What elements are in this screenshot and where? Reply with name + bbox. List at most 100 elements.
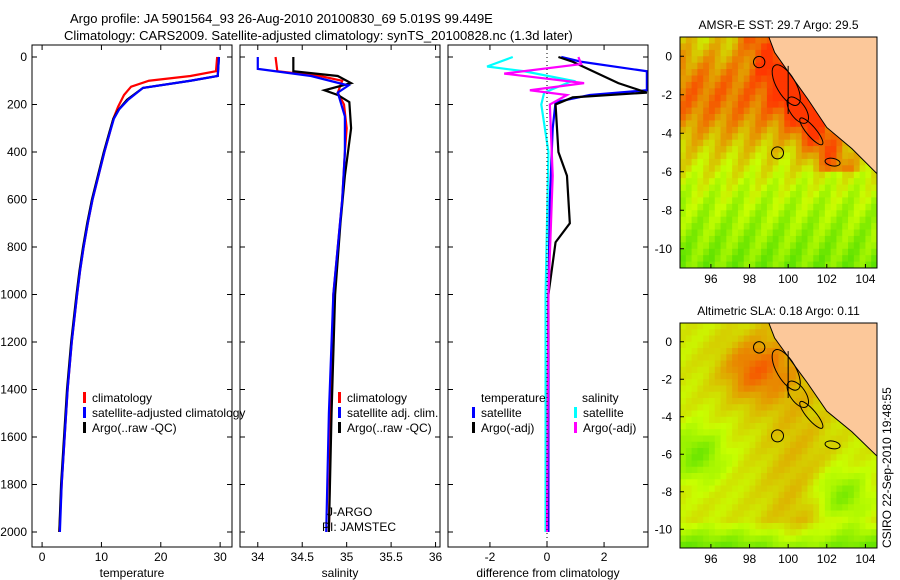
map-cell xyxy=(749,210,756,218)
map-cell xyxy=(778,203,785,211)
map-cell xyxy=(703,133,710,141)
map-cell xyxy=(737,535,745,543)
map-cell xyxy=(697,210,704,218)
map-cell xyxy=(743,152,751,160)
map-cell xyxy=(790,139,797,147)
map-cell xyxy=(766,133,774,141)
map-cell xyxy=(732,329,739,336)
map-cell xyxy=(680,323,687,330)
map-cell xyxy=(680,485,687,493)
map-cell xyxy=(720,223,727,230)
map-cell xyxy=(853,535,861,543)
map-cell xyxy=(830,485,837,493)
map-cell xyxy=(836,491,843,499)
map-cell xyxy=(772,152,779,160)
y-tick-label: 1800 xyxy=(0,478,27,492)
map-cell xyxy=(755,429,762,436)
map-cell xyxy=(720,441,727,449)
map-cell xyxy=(726,454,733,461)
map-cell xyxy=(766,504,774,511)
map-cell xyxy=(824,479,832,486)
map-cell xyxy=(697,114,704,121)
map-cell xyxy=(737,460,745,468)
map-cell xyxy=(778,373,785,380)
map-cell xyxy=(680,178,687,186)
map-cell xyxy=(743,223,751,230)
map-cell xyxy=(749,441,756,449)
map-cell xyxy=(836,485,843,493)
map-cell xyxy=(865,242,872,250)
map-cell xyxy=(743,373,751,380)
y-tick-label: 800 xyxy=(7,240,27,254)
map-cell xyxy=(720,541,727,549)
map-cell xyxy=(708,404,716,411)
map-cell xyxy=(726,114,733,121)
map-cell xyxy=(732,146,739,153)
map-cell xyxy=(749,485,756,493)
map-cell xyxy=(749,62,756,70)
map-cell xyxy=(807,454,814,461)
map-cell xyxy=(853,485,861,493)
series-line-argo-raw-qc- xyxy=(292,57,355,533)
map-cell xyxy=(732,69,739,76)
map-cell xyxy=(772,203,779,211)
map-cell xyxy=(766,88,774,96)
map-cell xyxy=(813,158,820,166)
map-cell xyxy=(761,385,768,393)
map-cell xyxy=(801,255,808,263)
map-cell xyxy=(766,516,774,524)
map-cell xyxy=(824,197,832,205)
map-cell xyxy=(819,197,826,205)
map-cell xyxy=(865,184,872,192)
map-cell xyxy=(720,248,727,256)
map-cell xyxy=(830,255,837,263)
map-cell xyxy=(720,504,727,511)
map-cell xyxy=(743,165,751,173)
map-cell xyxy=(732,485,739,493)
map-cell xyxy=(871,460,878,468)
map-cell xyxy=(807,229,814,237)
map-cell xyxy=(836,191,843,198)
map-cell xyxy=(714,248,722,256)
map-cell xyxy=(743,203,751,211)
map-cell xyxy=(807,473,814,480)
legend-label: climatology xyxy=(347,391,407,405)
map-cell xyxy=(755,335,762,343)
map-cell xyxy=(790,223,797,230)
map-cell xyxy=(795,510,803,518)
map-cell xyxy=(732,197,739,205)
map-cell xyxy=(761,62,768,70)
map-cell xyxy=(766,541,774,549)
map-cell xyxy=(778,535,785,543)
map-cell xyxy=(778,504,785,511)
map-cell xyxy=(680,139,687,147)
map-cell xyxy=(726,184,733,192)
map-cell xyxy=(749,460,756,468)
map-cell xyxy=(749,184,756,192)
map-cell xyxy=(778,101,785,109)
map-cell xyxy=(801,466,808,474)
map-cell xyxy=(766,460,774,468)
map-cell xyxy=(749,329,756,336)
map-cell xyxy=(743,410,751,418)
map-cell xyxy=(691,416,698,424)
map-cell xyxy=(749,88,756,96)
map-cell xyxy=(801,498,808,505)
map-cell xyxy=(871,261,878,269)
map-cell xyxy=(795,410,803,418)
island-outline xyxy=(786,380,810,408)
map-cell xyxy=(778,235,785,243)
map-cell xyxy=(807,107,814,115)
map-cell xyxy=(778,379,785,386)
map-cell xyxy=(726,510,733,518)
x-axis-label: temperature xyxy=(100,566,165,580)
map-cell xyxy=(755,379,762,386)
map-cell xyxy=(772,75,779,83)
map-cell xyxy=(685,56,693,64)
map-cell xyxy=(795,466,803,474)
map-cell xyxy=(697,398,704,405)
map-cell xyxy=(813,479,820,486)
map-cell xyxy=(680,510,687,518)
map-cell xyxy=(766,360,774,368)
map-cell xyxy=(772,171,779,179)
